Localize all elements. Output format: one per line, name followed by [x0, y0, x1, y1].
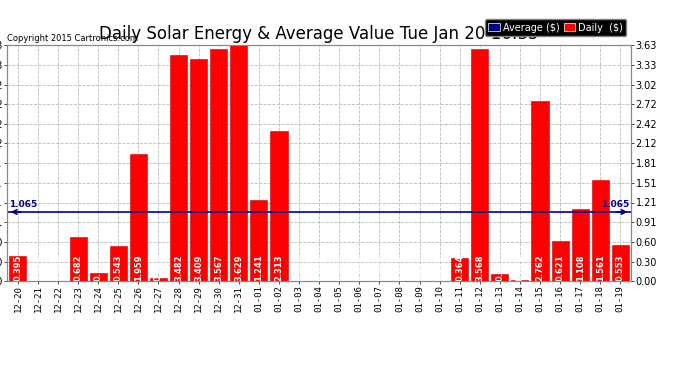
Text: 1.065: 1.065	[9, 200, 37, 209]
Text: 0.000: 0.000	[295, 255, 304, 281]
Text: 0.000: 0.000	[395, 255, 404, 281]
Bar	[70, 237, 87, 281]
Bar	[110, 246, 127, 281]
Text: 0.000: 0.000	[355, 255, 364, 281]
Text: 1.241: 1.241	[255, 254, 264, 280]
Text: 2.762: 2.762	[535, 254, 544, 280]
Bar	[250, 201, 268, 281]
Text: 0.107: 0.107	[495, 254, 504, 280]
Bar	[210, 49, 227, 281]
Text: 0.621: 0.621	[555, 254, 564, 280]
Text: 0.000: 0.000	[315, 255, 324, 281]
Text: 1.108: 1.108	[575, 254, 584, 280]
Text: 3.568: 3.568	[475, 254, 484, 280]
Bar	[150, 278, 167, 281]
Text: 0.553: 0.553	[615, 254, 625, 280]
Bar	[230, 45, 247, 281]
Text: 0.000: 0.000	[415, 255, 424, 281]
Text: 0.395: 0.395	[13, 254, 23, 280]
Text: 1.561: 1.561	[595, 254, 604, 280]
Bar	[612, 245, 629, 281]
Text: 0.364: 0.364	[455, 254, 464, 280]
Text: 3.567: 3.567	[214, 254, 224, 280]
Text: 1.959: 1.959	[134, 254, 143, 280]
Bar	[571, 209, 589, 281]
Bar	[491, 274, 509, 281]
Text: 2.313: 2.313	[275, 254, 284, 280]
Bar	[190, 59, 207, 281]
Bar	[551, 241, 569, 281]
Bar	[511, 280, 529, 281]
Text: 0.046: 0.046	[154, 254, 163, 280]
Bar	[471, 49, 489, 281]
Text: 0.000: 0.000	[34, 255, 43, 281]
Bar	[170, 55, 187, 281]
Title: Daily Solar Energy & Average Value Tue Jan 20 16:35: Daily Solar Energy & Average Value Tue J…	[99, 26, 539, 44]
Text: 0.682: 0.682	[74, 254, 83, 280]
Text: 0.132: 0.132	[94, 254, 103, 280]
Text: 0.000: 0.000	[54, 255, 63, 281]
Bar	[10, 255, 26, 281]
Bar	[130, 154, 147, 281]
Bar	[451, 258, 469, 281]
Text: 0.543: 0.543	[114, 254, 123, 280]
Legend: Average ($), Daily  ($): Average ($), Daily ($)	[485, 19, 627, 36]
Text: 0.000: 0.000	[335, 255, 344, 281]
Text: 0.024: 0.024	[515, 254, 524, 280]
Text: 3.629: 3.629	[235, 254, 244, 280]
Bar	[592, 180, 609, 281]
Text: Copyright 2015 Cartronics.com: Copyright 2015 Cartronics.com	[7, 34, 138, 43]
Bar	[531, 102, 549, 281]
Bar	[270, 131, 288, 281]
Text: 1.065: 1.065	[601, 200, 629, 209]
Text: 0.006: 0.006	[435, 254, 444, 280]
Text: 3.482: 3.482	[174, 254, 183, 280]
Text: 0.000: 0.000	[375, 255, 384, 281]
Text: 3.409: 3.409	[194, 254, 203, 280]
Bar	[90, 273, 107, 281]
